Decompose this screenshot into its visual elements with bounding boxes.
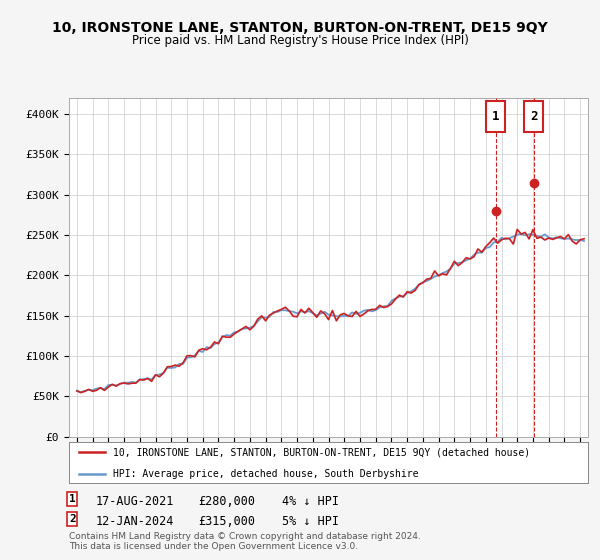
Text: Contains HM Land Registry data © Crown copyright and database right 2024.
This d: Contains HM Land Registry data © Crown c… xyxy=(69,532,421,552)
Text: 2: 2 xyxy=(530,110,538,123)
Text: HPI: Average price, detached house, South Derbyshire: HPI: Average price, detached house, Sout… xyxy=(113,469,419,479)
Text: 4% ↓ HPI: 4% ↓ HPI xyxy=(282,495,339,508)
Text: 5% ↓ HPI: 5% ↓ HPI xyxy=(282,515,339,528)
Text: £280,000: £280,000 xyxy=(198,495,255,508)
FancyBboxPatch shape xyxy=(524,101,543,132)
FancyBboxPatch shape xyxy=(486,101,505,132)
Text: 12-JAN-2024: 12-JAN-2024 xyxy=(96,515,175,528)
Text: 1: 1 xyxy=(69,494,76,504)
Text: 2: 2 xyxy=(69,514,76,524)
Text: £315,000: £315,000 xyxy=(198,515,255,528)
Text: Price paid vs. HM Land Registry's House Price Index (HPI): Price paid vs. HM Land Registry's House … xyxy=(131,34,469,46)
Text: 10, IRONSTONE LANE, STANTON, BURTON-ON-TRENT, DE15 9QY (detached house): 10, IRONSTONE LANE, STANTON, BURTON-ON-T… xyxy=(113,447,530,458)
Text: 1: 1 xyxy=(492,110,499,123)
Text: 10, IRONSTONE LANE, STANTON, BURTON-ON-TRENT, DE15 9QY: 10, IRONSTONE LANE, STANTON, BURTON-ON-T… xyxy=(52,21,548,35)
Text: 17-AUG-2021: 17-AUG-2021 xyxy=(96,495,175,508)
